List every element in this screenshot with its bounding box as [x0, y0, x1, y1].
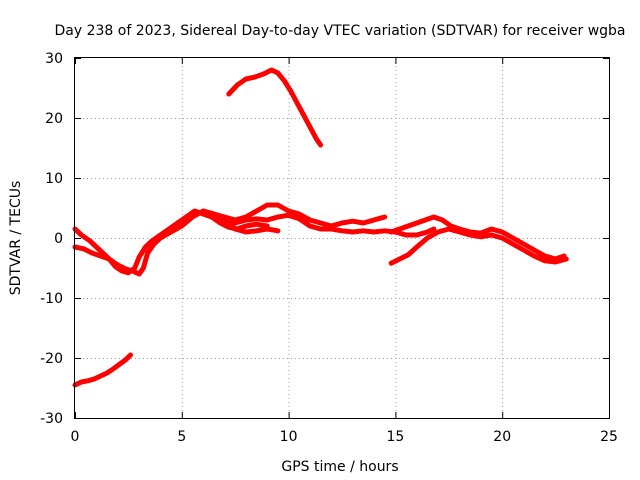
- x-tick-label: 15: [386, 429, 404, 445]
- y-tick-labels: -30 -20 -10 0 10 20 30: [40, 51, 63, 427]
- tick-marks: [75, 58, 610, 419]
- y-tick-label: -30: [40, 411, 63, 427]
- x-axis-label: GPS time / hours: [281, 459, 398, 475]
- y-tick-label: -20: [40, 351, 63, 367]
- y-tick-label: -10: [40, 291, 63, 307]
- x-tick-label: 20: [493, 429, 511, 445]
- y-tick-label: 10: [45, 171, 63, 187]
- series-line-arc-d: [211, 212, 437, 238]
- x-tick-label: 25: [600, 429, 618, 445]
- x-tick-label: 10: [280, 429, 298, 445]
- y-axis-label: SDTVAR / TECUs: [8, 181, 24, 296]
- y-tick-label: 20: [45, 111, 63, 127]
- x-tick-label: 5: [177, 429, 186, 445]
- series-line-arc-h: [388, 226, 569, 266]
- x-tick-label: 0: [71, 429, 80, 445]
- plot-frame: [74, 57, 610, 419]
- series-line-arc-b: [72, 208, 281, 277]
- y-tick-label: 30: [45, 51, 63, 67]
- series-line-arc-c: [200, 202, 388, 229]
- series-line-arc-f: [226, 67, 324, 148]
- series-line-arc-g: [388, 214, 567, 262]
- chart-title: Day 238 of 2023, Sidereal Day-to-day VTE…: [54, 23, 625, 39]
- series-line-arc-e: [72, 352, 133, 388]
- series-line-arc-a: [72, 208, 270, 276]
- x-tick-labels: 0 5 10 15 20 25: [71, 429, 618, 445]
- y-tick-label: 0: [54, 231, 63, 247]
- series-group: [72, 67, 569, 388]
